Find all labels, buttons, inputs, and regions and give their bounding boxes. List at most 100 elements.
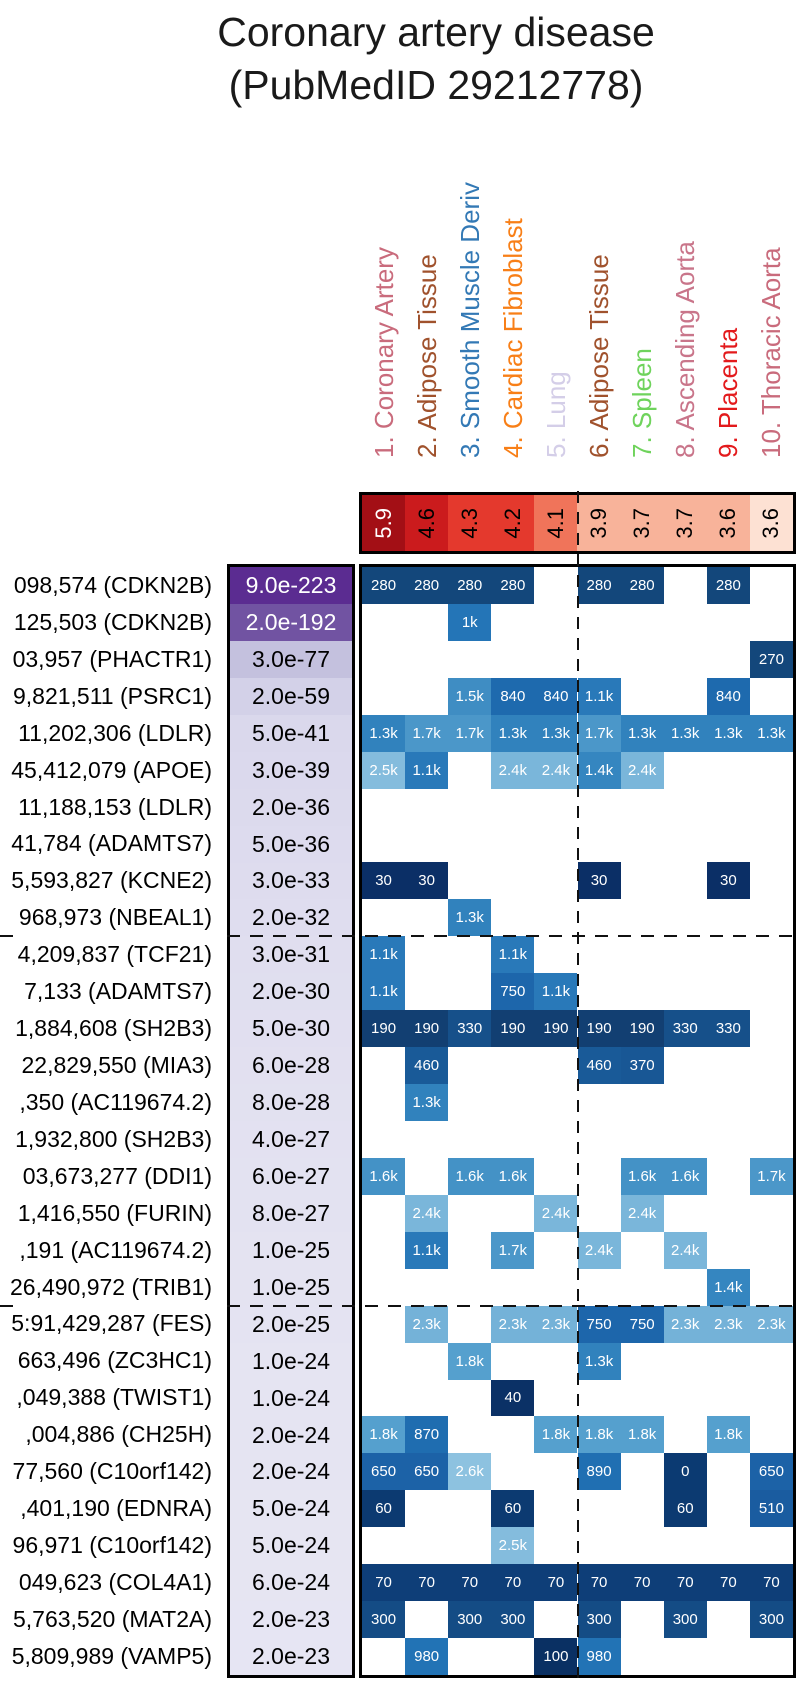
heatmap-cell: 70 (620, 1564, 664, 1602)
heatmap-cell: 1k (448, 603, 492, 641)
pvalue-cell-14: 6.0e-28 (230, 1047, 352, 1085)
heatmap-cell: 1.4k (706, 1268, 750, 1306)
pvalue-cell-18: 8.0e-27 (230, 1194, 352, 1232)
heatmap-cell: 2.3k (405, 1305, 449, 1343)
heatmap-cell: 60 (362, 1490, 406, 1528)
heatmap-cell: 190 (491, 1010, 535, 1048)
score-cell-10: 3.6 (749, 495, 793, 551)
heatmap-cell: 1.1k (405, 751, 449, 789)
heatmap-cell: 300 (448, 1601, 492, 1639)
heatmap-cell: 30 (362, 862, 406, 900)
pvalue-cell-30: 2.0e-23 (230, 1638, 352, 1676)
heatmap-cell: 2.4k (577, 1231, 621, 1269)
heatmap-cell: 1.6k (620, 1157, 664, 1195)
score-band: 5.9 4.6 4.3 4.2 4.1 3.9 3.7 3.7 3.6 3.6 (359, 492, 796, 554)
row-label-16: 1,932,800 (SH2B3) (15, 1125, 212, 1152)
heatmap-cell: 70 (405, 1564, 449, 1602)
row-label-11: 4,209,837 (TCF21) (17, 941, 212, 968)
pvalue-cell-22: 1.0e-24 (230, 1342, 352, 1380)
row-label-15: ,350 (AC119674.2) (19, 1088, 212, 1115)
heatmap-cell: 0 (663, 1453, 707, 1491)
heatmap-cell: 2.4k (405, 1194, 449, 1232)
heatmap-cell: 2.3k (491, 1305, 535, 1343)
row-label-29: 5,763,520 (MAT2A) (12, 1605, 212, 1632)
row-label-12: 7,133 (ADAMTS7) (24, 978, 212, 1005)
horizontal-dashed-separator (227, 1304, 796, 1307)
row-label-7: 11,188,153 (LDLR) (18, 793, 212, 820)
heatmap-cell: 750 (577, 1305, 621, 1343)
heatmap-cell: 1.8k (362, 1416, 406, 1454)
pvalue-column: 9.0e-223 2.0e-192 3.0e-77 2.0e-59 5.0e-41 3.0… (227, 564, 355, 1678)
heatmap-cell: 1.8k (534, 1416, 578, 1454)
heatmap-cell: 1.3k (491, 714, 535, 752)
heatmap-cell: 1.3k (534, 714, 578, 752)
heatmap-cell: 190 (620, 1010, 664, 1048)
heatmap-cell: 190 (405, 1010, 449, 1048)
heatmap-cell: 2.5k (362, 751, 406, 789)
row-label-1: 098,574 (CDKN2B) (13, 572, 212, 598)
row-label-26: ,401,190 (EDNRA) (20, 1495, 212, 1522)
horizontal-dashed-separator-fragment (0, 935, 13, 938)
heatmap-cell: 2.5k (491, 1527, 535, 1565)
heatmap-cell: 70 (663, 1564, 707, 1602)
row-label-20: 26,490,972 (TRIB1) (9, 1273, 212, 1300)
heatmap-cell: 2.4k (534, 1194, 578, 1232)
score-cell-6: 3.9 (577, 495, 621, 551)
heatmap-cell: 980 (405, 1638, 449, 1675)
heatmap-cell: 60 (491, 1490, 535, 1528)
pvalue-cell-16: 4.0e-27 (230, 1121, 352, 1158)
row-label-14: 22,829,550 (MIA3) (21, 1051, 212, 1078)
heatmap-cell: 1.8k (577, 1416, 621, 1454)
heatmap-cell: 650 (749, 1453, 793, 1491)
pvalue-cell-10: 2.0e-32 (230, 899, 352, 937)
heatmap-cell: 300 (663, 1601, 707, 1639)
heatmap-cell: 70 (749, 1564, 793, 1602)
heatmap-cell: 190 (362, 1010, 406, 1048)
heatmap-cell: 270 (749, 640, 793, 678)
pvalue-cell-28: 6.0e-24 (230, 1564, 352, 1602)
heatmap-cell: 1.7k (577, 714, 621, 752)
pvalue-cell-25: 2.0e-24 (230, 1453, 352, 1491)
column-header-1: 1. Coronary Artery (368, 247, 399, 458)
row-label-21: 5:91,429,287 (FES) (11, 1310, 212, 1337)
heatmap-cell: 1.6k (362, 1157, 406, 1195)
heatmap-cell: 1.8k (620, 1416, 664, 1454)
heatmap-cell: 70 (491, 1564, 535, 1602)
heatmap-cell: 30 (577, 862, 621, 900)
pvalue-cell-23: 1.0e-24 (230, 1379, 352, 1417)
column-header-7: 7. Spleen (627, 348, 658, 458)
pvalue-cell-29: 2.0e-23 (230, 1601, 352, 1639)
pvalue-cell-24: 2.0e-24 (230, 1416, 352, 1454)
heatmap-cell: 40 (491, 1379, 535, 1417)
heatmap-cell: 70 (362, 1564, 406, 1602)
heatmap-cell: 840 (491, 677, 535, 715)
heatmap-cell: 2.4k (534, 751, 578, 789)
heatmap-cell: 280 (620, 567, 664, 604)
score-value: 4.3 (456, 507, 482, 539)
heatmap-cell: 70 (577, 1564, 621, 1602)
figure-title-line2: (PubMedID 29212778) (228, 62, 644, 108)
vertical-dashed-separator (576, 491, 579, 1678)
row-label-4: 9,821,511 (PSRC1) (12, 682, 212, 709)
heatmap-cell: 2.4k (663, 1231, 707, 1269)
heatmap-cell: 1.6k (448, 1157, 492, 1195)
heatmap-cell: 370 (620, 1047, 664, 1085)
heatmap-cell: 1.1k (362, 973, 406, 1011)
heatmap-cell: 1.3k (706, 714, 750, 752)
pvalue-cell-3: 3.0e-77 (230, 640, 352, 678)
pvalue-cell-5: 5.0e-41 (230, 714, 352, 752)
heatmap-cell: 1.3k (448, 899, 492, 937)
row-label-8: 41,784 (ADAMTS7) (11, 830, 212, 857)
heatmap-cell: 1.3k (577, 1342, 621, 1380)
row-label-6: 45,412,079 (APOE) (11, 756, 212, 783)
pvalue-cell-21: 2.0e-25 (230, 1305, 352, 1343)
heatmap-cell: 2.3k (663, 1305, 707, 1343)
heatmap-cell: 1.7k (448, 714, 492, 752)
heatmap-cell: 300 (749, 1601, 793, 1639)
heatmap-cell: 1.8k (706, 1416, 750, 1454)
row-label-27: 96,971 (C10orf142) (12, 1531, 212, 1558)
heatmap-cell: 1.6k (491, 1157, 535, 1195)
heatmap-cell: 1.8k (448, 1342, 492, 1380)
column-header-4: 4. Cardiac Fibroblast (497, 218, 528, 458)
